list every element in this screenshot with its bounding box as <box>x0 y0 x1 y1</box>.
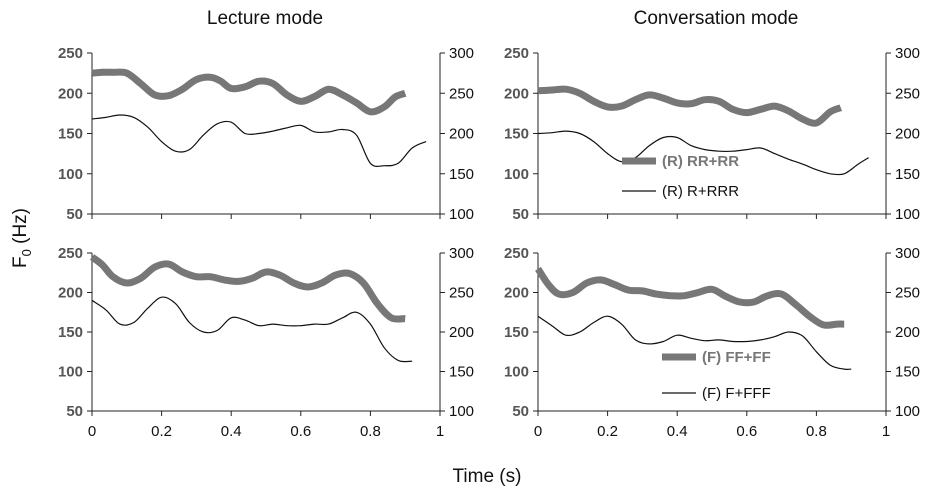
x-tick-label: 0.6 <box>290 423 311 440</box>
x-tick-label: 0.8 <box>360 423 381 440</box>
x-tick-label: 0.8 <box>806 423 827 440</box>
panels: 5010015020025010015020025030050100150200… <box>58 45 920 440</box>
right-tick-label: 250 <box>895 85 920 102</box>
right-tick-label: 150 <box>449 364 474 381</box>
right-tick-label: 100 <box>895 403 920 420</box>
x-tick-label: 0.4 <box>221 423 242 440</box>
left-tick-label: 250 <box>504 245 529 262</box>
x-tick-label: 0.6 <box>736 423 757 440</box>
panel-bottom-left: 50 100 150 200 250 100 150 200 250 300 0 0.2 0.4 0.6 0… <box>58 245 474 440</box>
series-line-thick <box>89 254 406 323</box>
left-tick-label: 250 <box>58 245 83 262</box>
legend-label: (R) R+RRR <box>662 183 739 200</box>
right-tick-label: 250 <box>449 285 474 302</box>
right-tick-label: 200 <box>449 324 474 341</box>
left-tick-label: 150 <box>58 324 83 341</box>
y-axis-label-main: F <box>10 256 31 268</box>
series-line-thin <box>537 130 869 176</box>
right-tick-label: 200 <box>895 126 920 143</box>
x-axis-label: Time (s) <box>453 466 522 487</box>
x-tick-label: 1 <box>882 423 890 440</box>
left-tick-label: 100 <box>504 166 529 183</box>
column-title-conversation: Conversation mode <box>634 8 799 29</box>
x-tick-label: 0.2 <box>151 423 172 440</box>
y-axis-label-unit: (Hz) <box>10 208 31 249</box>
y-axis-label: F0 (Hz) <box>10 208 34 268</box>
right-tick-label: 200 <box>449 126 474 143</box>
left-tick-label: 50 <box>66 403 83 420</box>
left-tick-label: 100 <box>58 364 83 381</box>
right-tick-label: 100 <box>895 206 920 223</box>
series-line-thin <box>91 296 413 363</box>
left-tick-label: 250 <box>504 45 529 62</box>
series-line-thick <box>535 266 845 329</box>
right-tick-label: 100 <box>449 206 474 223</box>
right-tick-label: 150 <box>895 166 920 183</box>
left-tick-label: 150 <box>504 126 529 143</box>
series-line-thin <box>91 114 427 168</box>
left-tick-label: 200 <box>58 285 83 302</box>
legend-label: (R) RR+RR <box>662 153 739 170</box>
series-line-thin <box>537 315 852 371</box>
left-tick-label: 150 <box>504 324 529 341</box>
right-tick-label: 200 <box>895 324 920 341</box>
series-line-thick <box>537 85 843 127</box>
left-tick-label: 200 <box>58 85 83 102</box>
y-axis-label-subscript: 0 <box>19 249 34 256</box>
column-title-lecture: Lecture mode <box>207 8 323 29</box>
right-tick-label: 300 <box>449 45 474 62</box>
right-tick-label: 300 <box>449 245 474 262</box>
legend-label: (F) FF+FF <box>702 349 771 366</box>
x-tick-label: 0.2 <box>597 423 618 440</box>
panel-top-left: 50 100 150 200 250 100 150 200 250 300 <box>58 45 474 223</box>
left-tick-label: 100 <box>58 166 83 183</box>
panel-bottom-right: 50 100 150 200 250 100 150 200 250 300 0 0.2 0.4 0.6 0… <box>504 245 920 440</box>
legend-label: (F) F+FFF <box>702 385 771 402</box>
right-tick-label: 250 <box>895 285 920 302</box>
panel-top-right: 50 100 150 200 250 100 150 200 250 300 (R) RR+RR (R… <box>504 45 920 223</box>
right-tick-label: 100 <box>449 403 474 420</box>
right-tick-label: 250 <box>449 85 474 102</box>
left-tick-label: 100 <box>504 364 529 381</box>
x-tick-label: 0 <box>534 423 542 440</box>
left-tick-label: 50 <box>512 206 529 223</box>
left-tick-label: 50 <box>512 403 529 420</box>
left-tick-label: 50 <box>66 206 83 223</box>
right-tick-label: 150 <box>449 166 474 183</box>
right-tick-label: 300 <box>895 45 920 62</box>
x-tick-label: 0.4 <box>667 423 688 440</box>
x-tick-label: 1 <box>436 423 444 440</box>
right-tick-label: 300 <box>895 245 920 262</box>
left-tick-label: 200 <box>504 285 529 302</box>
series-line-thick <box>91 68 407 116</box>
left-tick-label: 250 <box>58 45 83 62</box>
right-tick-label: 150 <box>895 364 920 381</box>
x-tick-label: 0 <box>88 423 96 440</box>
left-tick-label: 150 <box>58 126 83 143</box>
left-tick-label: 200 <box>504 85 529 102</box>
